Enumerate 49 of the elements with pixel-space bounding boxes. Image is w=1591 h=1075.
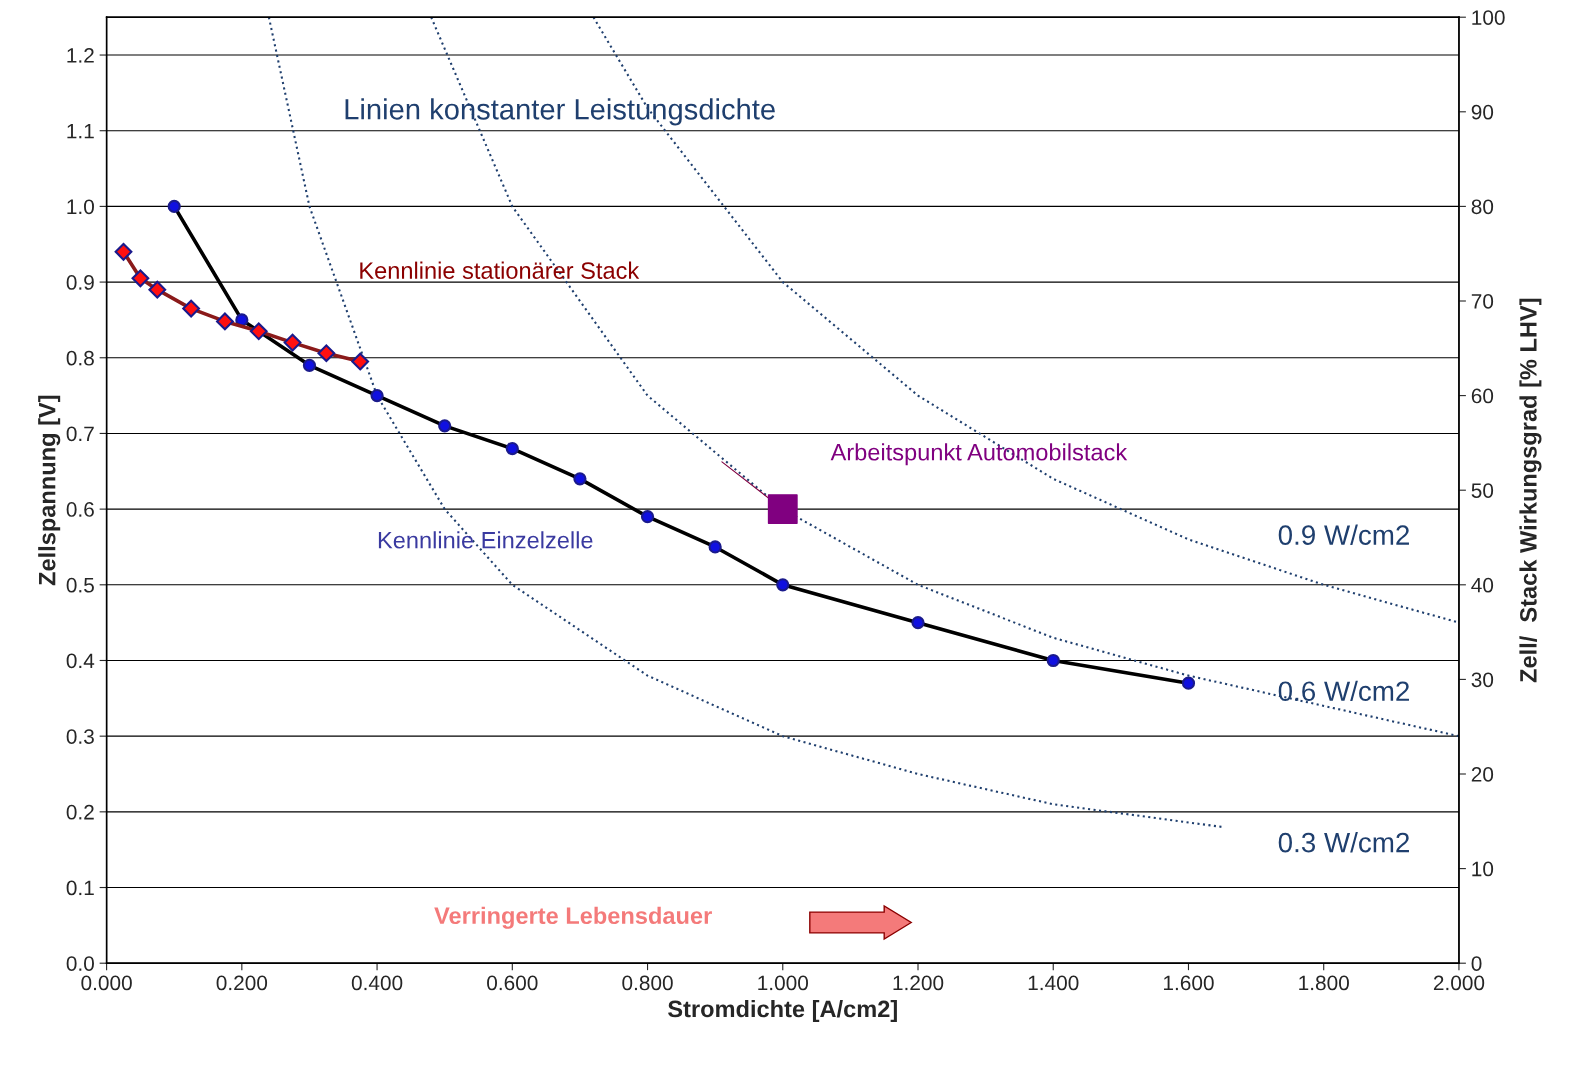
annotation: Linien konstanter Leistungsdichte bbox=[345, 98, 775, 126]
y-tick-label: 0.9 bbox=[66, 275, 94, 290]
y2-tick-label: 70 bbox=[1471, 294, 1494, 309]
x-tick-label: 1.600 bbox=[1164, 975, 1214, 991]
y-tick-label: 0.5 bbox=[66, 577, 94, 593]
annotation: 0.3 W/cm2 bbox=[1278, 832, 1409, 853]
x-tick-label: 0.800 bbox=[622, 975, 673, 991]
x-tick-label: 2.000 bbox=[1433, 975, 1485, 991]
y-tick-label: 0.4 bbox=[66, 653, 95, 669]
y2-tick-label: 0 bbox=[1471, 956, 1482, 971]
x-tick-label: 1.800 bbox=[1299, 975, 1349, 991]
y-tick-label: 0.1 bbox=[66, 880, 94, 896]
y-tick-label: 1.0 bbox=[67, 199, 94, 215]
x-tick-label: 0.400 bbox=[351, 975, 403, 991]
annotation: Arbeitspunkt Automobilstack bbox=[830, 443, 1128, 466]
annotation: 0.9 W/cm2 bbox=[1278, 524, 1409, 545]
x-axis-title: Stromdichte [A/cm2] bbox=[668, 999, 897, 1022]
y2-tick-label: 80 bbox=[1471, 199, 1494, 215]
y2-tick-label: 10 bbox=[1472, 861, 1494, 877]
point bbox=[767, 494, 798, 525]
x-tick-label: 1.200 bbox=[893, 975, 944, 991]
y-tick-label: 0.2 bbox=[66, 804, 94, 820]
y2-axis-title: Zell/ Stack Wirkungsgrad [% LHV] bbox=[1519, 298, 1542, 683]
y-axis-title: Zellspannung [V] bbox=[38, 395, 61, 586]
x-tick-label: 0.200 bbox=[216, 975, 268, 991]
annotation: Verringerte Lebensdauer bbox=[434, 906, 712, 929]
x-tick-label: 1.400 bbox=[1028, 975, 1079, 991]
y2-tick-label: 30 bbox=[1471, 672, 1494, 688]
y2-tick-label: 20 bbox=[1471, 767, 1494, 782]
line-series bbox=[267, 17, 1224, 829]
y2-tick-label: 40 bbox=[1471, 577, 1494, 593]
y-tick-label: 1.2 bbox=[67, 48, 94, 63]
point bbox=[370, 389, 384, 403]
y2-tick-label: 50 bbox=[1471, 483, 1494, 498]
y-tick-label: 0.6 bbox=[66, 502, 94, 517]
annotation: Kennlinie Einzelzelle bbox=[378, 531, 593, 549]
annotation: Kennlinie stationärer Stack bbox=[360, 261, 640, 279]
y-tick-label: 0.8 bbox=[66, 350, 94, 366]
y-tick-label: 0.3 bbox=[66, 729, 94, 744]
y-tick-label: 1.1 bbox=[67, 123, 94, 139]
x-tick-label: 0.600 bbox=[487, 975, 538, 991]
y-tick-label: 0.0 bbox=[66, 956, 94, 971]
y2-tick-label: 100 bbox=[1472, 10, 1505, 25]
y2-tick-label: 90 bbox=[1471, 104, 1494, 120]
x-tick-label: 1.000 bbox=[758, 975, 809, 991]
y2-tick-label: 60 bbox=[1471, 388, 1494, 404]
y-tick-label: 0.7 bbox=[66, 426, 94, 442]
x-tick-label: 0.000 bbox=[81, 975, 132, 991]
annotation: 0.6 W/cm2 bbox=[1278, 680, 1409, 702]
